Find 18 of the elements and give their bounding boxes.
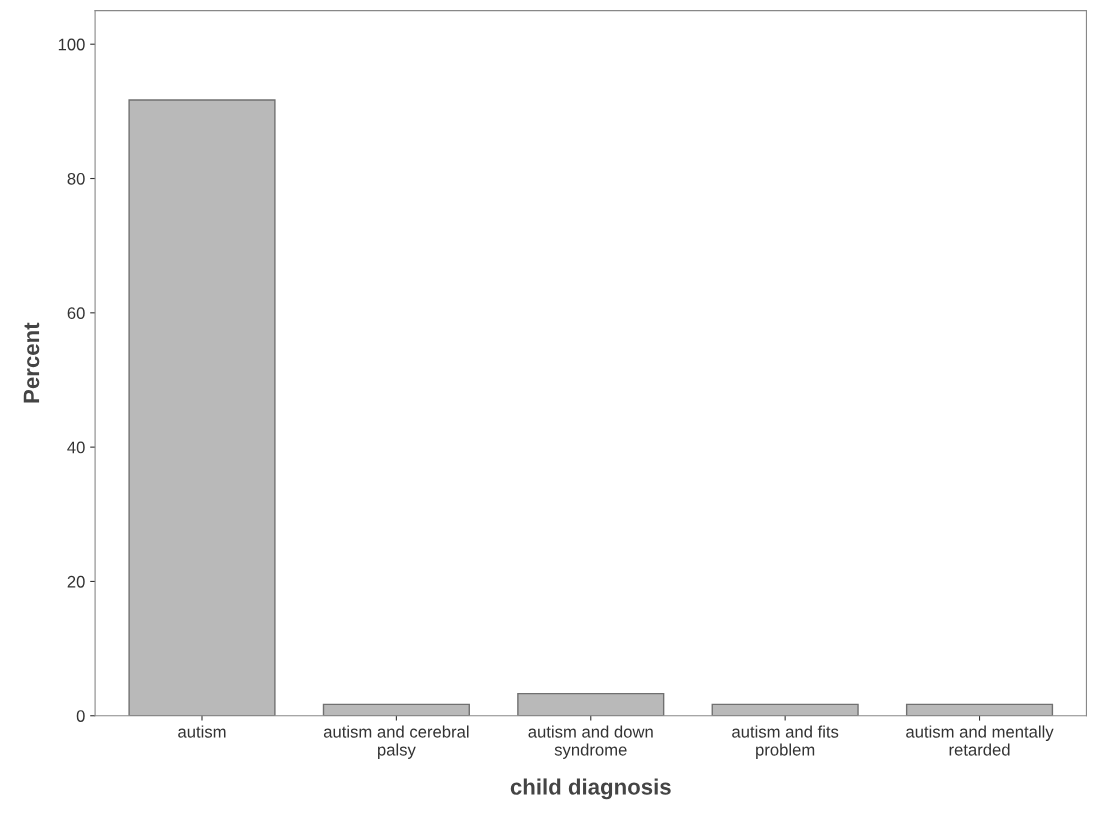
y-tick-label: 0 xyxy=(76,710,85,722)
y-tick-label: 20 xyxy=(67,575,85,588)
bar xyxy=(517,692,665,716)
bar xyxy=(711,703,859,716)
x-tick-label: autism and fits problem xyxy=(732,725,839,759)
y-tick-label: 80 xyxy=(67,172,85,185)
bar xyxy=(905,703,1054,716)
x-tick-label: autism and mentally retarded xyxy=(906,725,1054,756)
bar xyxy=(128,99,276,716)
bar xyxy=(322,703,470,716)
x-tick-label: autism and cerebral palsy xyxy=(323,725,469,759)
x-tick-label: autism xyxy=(178,725,226,738)
y-tick-label: 100 xyxy=(58,38,85,51)
x-axis-title: child diagnosis xyxy=(510,778,671,800)
y-tick-label: 40 xyxy=(67,441,85,454)
y-tick-label: 60 xyxy=(67,307,85,320)
x-tick-label: autism and down syndrome xyxy=(528,725,653,759)
y-axis-title: Percent xyxy=(23,322,40,403)
